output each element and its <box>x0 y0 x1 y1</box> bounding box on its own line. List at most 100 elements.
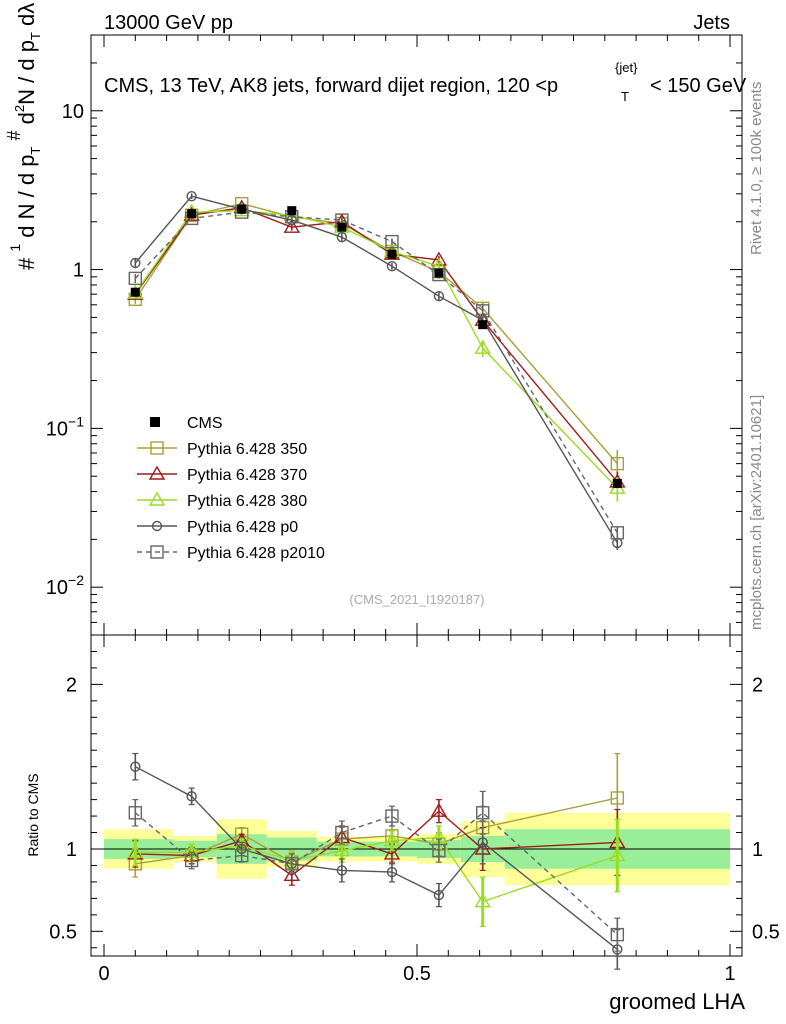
series-marker <box>474 339 491 354</box>
ratio-marker <box>283 866 301 882</box>
data-point <box>612 478 622 488</box>
header-right: Jets <box>693 12 730 34</box>
legend-marker <box>150 545 164 559</box>
rivet-label: Rivet 4.1.0, ≥ 100k events <box>748 82 765 255</box>
legend-label: Pythia 6.428 370 <box>187 467 307 484</box>
series-marker <box>386 261 398 272</box>
y-axis-label-text: # 1 d N / d pT # d2N / d pT dλ <box>4 3 43 270</box>
y-tick-label: 10 <box>62 101 84 123</box>
data-point <box>478 320 488 330</box>
legend-label: Pythia 6.428 p0 <box>187 519 298 536</box>
ratio-marker <box>383 832 401 847</box>
chart-title-tail: < 150 GeV <box>650 75 747 97</box>
ratio-marker <box>430 802 448 817</box>
x-tick-label: 0.5 <box>403 963 431 985</box>
data-point <box>387 249 397 259</box>
data-point <box>237 204 247 214</box>
header-left: 13000 GeV pp <box>104 12 233 34</box>
legend-label: Pythia 6.428 350 <box>187 441 307 458</box>
ratio-marker <box>433 889 445 901</box>
series-marker <box>433 290 445 302</box>
ratio-marker <box>610 791 625 805</box>
ratio-marker <box>383 845 401 860</box>
mcplots-label: mcplots.cern.ch [arXiv:2401.10621] <box>748 395 765 630</box>
ratio-marker <box>128 806 143 820</box>
y-axis-label-main: # 1 d N / d pT # d2N / d pT dλ <box>4 3 43 270</box>
ratio-marker <box>385 809 399 823</box>
y-tick-label-base: 10 <box>46 418 68 440</box>
series-marker <box>432 267 446 282</box>
main-series <box>127 190 626 550</box>
y-tick-label: 2 <box>66 674 77 696</box>
ratio-marker <box>336 865 348 876</box>
ratio-line <box>134 811 618 936</box>
ratio-marker <box>130 761 141 772</box>
y-tick-label-exp: −1 <box>68 413 84 429</box>
ratio-marker <box>127 843 144 858</box>
x-axis-label: groomed LHA <box>609 989 745 1014</box>
y-axis-label-ratio: Ratio to CMS <box>25 773 41 856</box>
data-point <box>130 287 140 297</box>
ratio-marker <box>609 847 626 862</box>
y-tick-label-exp: −2 <box>68 572 84 588</box>
data-point <box>434 268 444 278</box>
series-line <box>134 211 618 534</box>
legend-label: Pythia 6.428 p2010 <box>187 545 325 562</box>
ratio-series <box>127 752 626 970</box>
x-tick-label: 0 <box>98 963 109 985</box>
legend-marker <box>151 520 163 532</box>
series-marker <box>336 231 348 243</box>
ratio-marker <box>235 848 249 863</box>
series-marker <box>130 257 141 269</box>
ratio-marker <box>386 866 398 878</box>
legend-label-data: CMS <box>187 415 223 432</box>
x-tick-labels: 0 0.5 1 <box>98 963 735 985</box>
ratio-axis-ticks: 0.5 0.5 1 1 2 2 <box>49 634 780 956</box>
ratio-marker <box>184 853 199 868</box>
data-point <box>187 209 197 219</box>
ratio-marker <box>477 837 488 848</box>
ratio-marker <box>333 842 351 857</box>
y-tick-label-right: 2 <box>752 674 763 696</box>
ratio-marker <box>476 806 490 820</box>
series-marker <box>186 190 197 202</box>
series-marker <box>385 234 399 249</box>
series-marker <box>610 456 625 471</box>
chart-title-sub: T <box>621 89 629 104</box>
x-tick-label: 1 <box>724 963 735 985</box>
legend-marker <box>148 491 166 506</box>
chart-title-main: CMS, 13 TeV, AK8 jets, forward dijet reg… <box>104 75 558 97</box>
series-marker <box>128 271 143 286</box>
ratio-marker <box>610 927 625 942</box>
ratio-marker <box>432 843 446 858</box>
series-marker <box>283 218 301 233</box>
y-tick-label-right: 1 <box>752 839 763 861</box>
y-tick-label: 10−1 <box>46 413 84 440</box>
chart-title-sup: {jet} <box>615 60 638 75</box>
chart-title: CMS, 13 TeV, AK8 jets, forward dijet reg… <box>104 75 558 97</box>
ratio-panel: 0.5 0.5 1 1 2 2 <box>49 634 780 970</box>
y-tick-label: 1 <box>73 260 84 282</box>
y-tick-label-right: 0.5 <box>752 921 780 943</box>
ratio-marker <box>335 825 349 840</box>
watermark: (CMS_2021_I1920187) <box>349 592 484 607</box>
y-tick-label: 0.5 <box>49 921 77 943</box>
series-marker <box>476 304 490 318</box>
legend: CMS Pythia 6.428 350 Pythia 6.428 370 Pythi… <box>137 415 325 562</box>
legend-marker-data <box>150 417 160 427</box>
y-tick-label: 10−2 <box>46 572 84 599</box>
series-marker <box>610 526 625 540</box>
data-point <box>337 222 347 232</box>
legend-label: Pythia 6.428 380 <box>187 493 307 510</box>
y-tick-label: 1 <box>66 839 77 861</box>
data-point <box>287 206 297 216</box>
series-line <box>134 195 618 544</box>
legend-marker <box>148 465 166 480</box>
ratio-marker <box>186 791 197 802</box>
ratio-marker <box>285 857 299 871</box>
y-tick-label-base: 10 <box>46 577 68 599</box>
legend-marker <box>150 441 164 455</box>
